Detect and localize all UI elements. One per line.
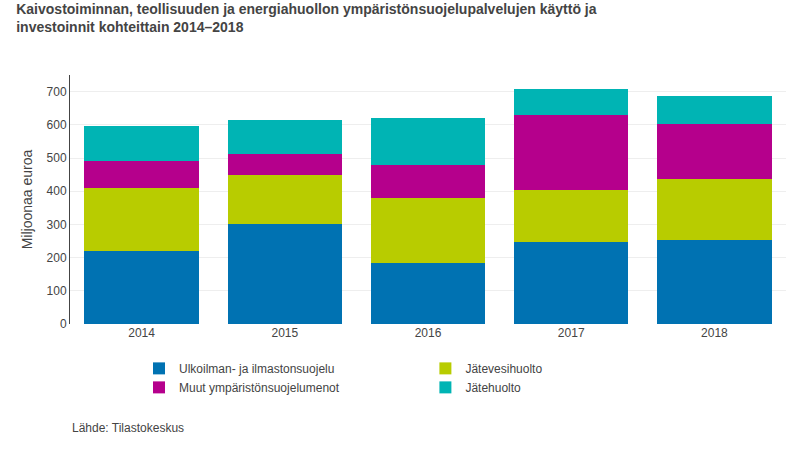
svg-text:600: 600 xyxy=(47,118,67,132)
svg-text:Jätehuolto: Jätehuolto xyxy=(465,381,521,395)
svg-text:2018: 2018 xyxy=(701,326,728,340)
svg-text:2014: 2014 xyxy=(128,326,155,340)
svg-text:Kaivostoiminnan, teollisuuden: Kaivostoiminnan, teollisuuden ja energia… xyxy=(16,1,597,35)
svg-text:Lähde: Tilastokeskus: Lähde: Tilastokeskus xyxy=(72,421,184,435)
svg-text:2017: 2017 xyxy=(558,326,585,340)
svg-text:100: 100 xyxy=(47,284,67,298)
svg-text:700: 700 xyxy=(47,85,67,99)
svg-text:Miljoonaa euroa: Miljoonaa euroa xyxy=(19,149,35,249)
svg-text:2016: 2016 xyxy=(415,326,442,340)
svg-text:Ulkoilman- ja ilmastonsuojelu: Ulkoilman- ja ilmastonsuojelu xyxy=(179,362,334,376)
svg-text:300: 300 xyxy=(47,218,67,232)
svg-text:Muut ympäristönsuojelumenot: Muut ympäristönsuojelumenot xyxy=(179,381,340,395)
svg-text:500: 500 xyxy=(47,151,67,165)
svg-text:2015: 2015 xyxy=(271,326,298,340)
svg-text:0: 0 xyxy=(60,317,67,331)
svg-text:200: 200 xyxy=(47,251,67,265)
svg-text:Jätevesihuolto: Jätevesihuolto xyxy=(465,362,542,376)
svg-text:400: 400 xyxy=(47,184,67,198)
